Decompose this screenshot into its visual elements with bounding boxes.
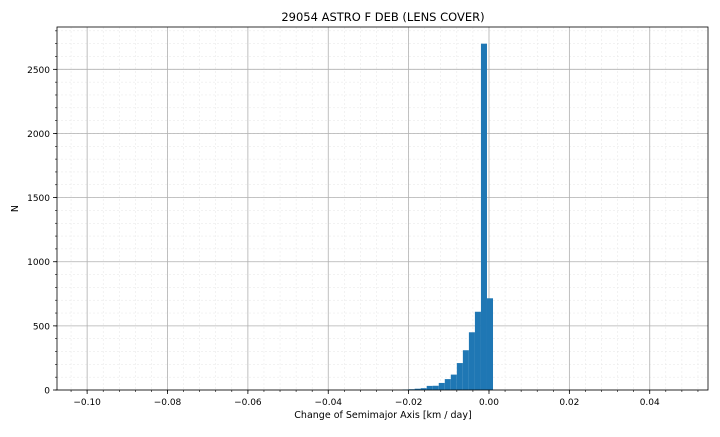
y-tick-label: 2000	[27, 130, 50, 140]
y-axis-ticks: 0 500 1000 1500 2000 2500	[27, 30, 57, 397]
x-axis-label: Change of Semimajor Axis [km / day]	[294, 410, 471, 421]
histogram-bar	[426, 385, 433, 390]
x-axis-ticks: −0.10 −0.08 −0.06 −0.04 −0.02 0.00 0.02 0.04	[70, 390, 699, 408]
histogram-bar	[420, 388, 427, 390]
x-tick-label: 0.04	[640, 398, 660, 408]
x-tick-label: −0.08	[154, 398, 182, 408]
x-tick-label: 0.02	[559, 398, 579, 408]
x-tick-label: −0.06	[234, 398, 262, 408]
x-tick-label: 0.00	[479, 398, 499, 408]
histogram-bar	[438, 382, 445, 390]
histogram-bar	[468, 332, 475, 390]
histogram-bar	[474, 311, 481, 390]
plot-frame	[56, 26, 709, 391]
histogram-bar	[486, 298, 494, 390]
histogram-bar	[450, 374, 457, 390]
y-tick-label: 2500	[27, 66, 50, 76]
histogram-bar	[480, 43, 487, 390]
chart-title: 29054 ASTRO F DEB (LENS COVER)	[281, 10, 484, 24]
histogram-bar	[432, 385, 439, 390]
histogram-bar	[462, 350, 469, 390]
y-axis-label: N	[10, 205, 21, 212]
y-tick-label: 0	[44, 387, 50, 397]
y-tick-label: 1000	[27, 258, 50, 268]
histogram-bar	[456, 363, 463, 390]
x-tick-label: −0.10	[73, 398, 101, 408]
histogram-bar	[414, 388, 421, 390]
x-tick-label: −0.02	[395, 398, 423, 408]
histogram-bar	[444, 379, 451, 390]
major-grid	[57, 27, 708, 391]
y-tick-label: 1500	[27, 194, 50, 204]
x-tick-label: −0.04	[314, 398, 342, 408]
y-tick-label: 500	[33, 322, 50, 332]
